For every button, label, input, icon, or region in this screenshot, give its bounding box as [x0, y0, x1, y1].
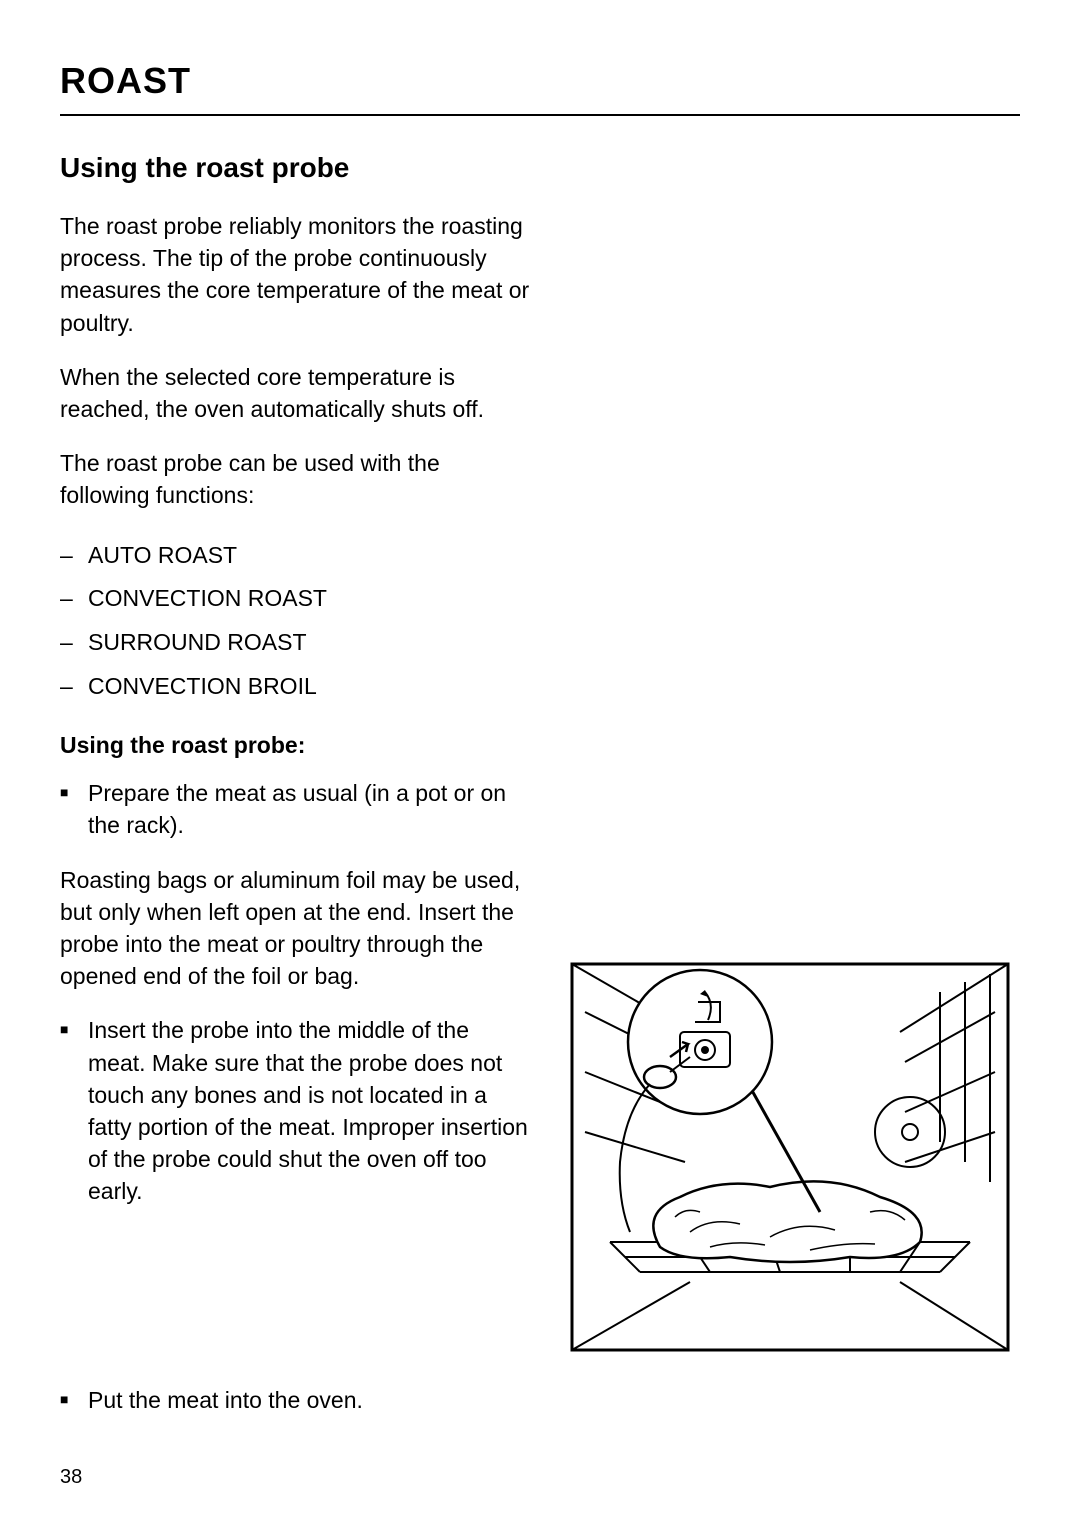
- page-number: 38: [60, 1466, 82, 1489]
- roasting-bag-note: Roasting bags or aluminum foil may be us…: [60, 864, 530, 993]
- intro-para-1: The roast probe reliably monitors the ro…: [60, 210, 530, 339]
- section-heading: Using the roast probe: [60, 152, 530, 184]
- list-item: Prepare the meat as usual (in a pot or o…: [60, 777, 530, 841]
- list-item: CONVECTION ROAST: [60, 577, 530, 621]
- intro-para-3: The roast probe can be used with the fol…: [60, 447, 530, 511]
- list-item: CONVECTION BROIL: [60, 665, 530, 709]
- steps-list-2: Insert the probe into the middle of the …: [60, 1014, 530, 1207]
- content-area: Using the roast probe The roast probe re…: [60, 152, 1020, 1438]
- oven-illustration: [570, 962, 1010, 1357]
- steps-list-1: Prepare the meat as usual (in a pot or o…: [60, 777, 530, 841]
- list-item: Insert the probe into the middle of the …: [60, 1014, 530, 1207]
- page-title: ROAST: [60, 60, 1020, 102]
- right-column: [570, 152, 1010, 1438]
- title-rule: [60, 114, 1020, 116]
- oven-probe-diagram-icon: [570, 962, 1010, 1352]
- intro-para-2: When the selected core temperature is re…: [60, 361, 530, 425]
- list-item: SURROUND ROAST: [60, 621, 530, 665]
- steps-list-3: Put the meat into the oven.: [60, 1384, 530, 1416]
- functions-list: AUTO ROAST CONVECTION ROAST SURROUND ROA…: [60, 534, 530, 709]
- list-item: AUTO ROAST: [60, 534, 530, 578]
- sub-heading: Using the roast probe:: [60, 732, 530, 759]
- list-item: Put the meat into the oven.: [60, 1384, 530, 1416]
- left-column: Using the roast probe The roast probe re…: [60, 152, 530, 1438]
